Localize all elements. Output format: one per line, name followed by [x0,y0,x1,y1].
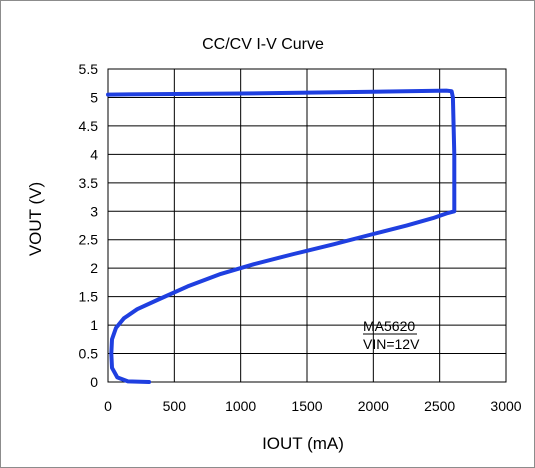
x-axis-label: IOUT (mA) [262,434,344,453]
y-tick-label: 0.5 [79,346,99,362]
y-tick-label: 2 [90,260,98,276]
y-tick-labels: 0 0.5 1 1.5 2 2.5 3 3.5 4 4.5 5 5.5 [79,61,99,390]
x-tick-label: 2000 [358,398,389,414]
x-tick-labels: 0 500 1000 1500 2000 2500 3000 [104,398,522,414]
y-tick-label: 2.5 [79,232,99,248]
series-group [106,88,457,384]
grid [107,68,507,383]
y-tick-label: 3 [90,203,98,219]
y-tick-label: 4 [90,146,98,162]
series-line [106,88,457,384]
y-tick-label: 3.5 [79,175,99,191]
x-tick-label: 3000 [490,398,521,414]
x-tick-label: 1000 [225,398,256,414]
plot-area [107,68,507,383]
y-axis-label: VOUT (V) [26,182,45,256]
x-tick-label: 1500 [291,398,322,414]
x-tick-label: 500 [163,398,187,414]
x-tick-label: 0 [104,398,112,414]
y-tick-label: 0 [90,374,98,390]
x-tick-label: 2500 [424,398,455,414]
annotation-vin: VIN=12V [363,336,420,352]
y-tick-label: 1 [90,317,98,333]
y-tick-label: 5.5 [79,61,99,77]
annotation-device: MA5620 [363,318,415,334]
y-tick-label: 1.5 [79,289,99,305]
y-tick-label: 4.5 [79,118,99,134]
chart-title: CC/CV I-V Curve [202,36,324,53]
y-tick-label: 5 [90,89,98,105]
